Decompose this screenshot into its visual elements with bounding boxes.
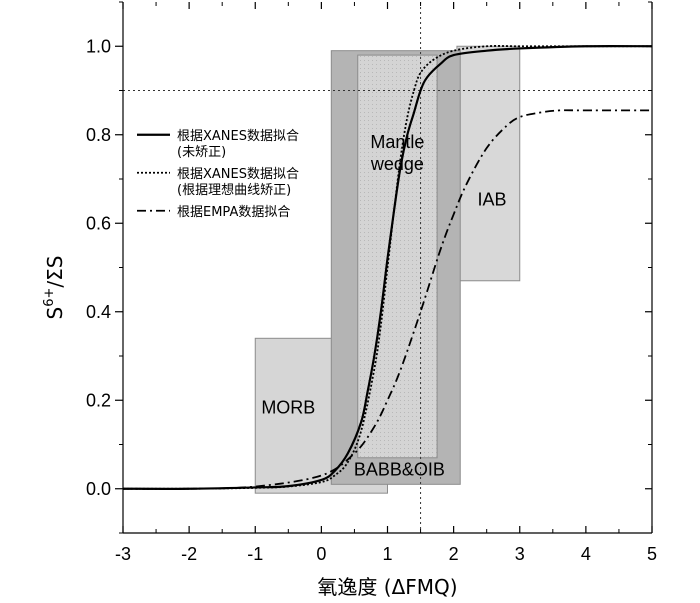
series-line-1-solid [122, 44, 653, 490]
region-labels: MORB BABB&OIB Mantle wedge IAB [261, 132, 506, 479]
x-tick-label: 5 [647, 544, 657, 564]
y-axis-title-main: S [43, 307, 67, 320]
x-tick-label: 1 [382, 544, 392, 564]
x-tick-label: 4 [581, 544, 591, 564]
region-label-iab: IAB [477, 190, 506, 210]
y-tick-label: 0.0 [86, 479, 111, 499]
y-tick-label: 1.0 [86, 36, 111, 56]
y-axis-title-rest: /ΣS [43, 256, 67, 288]
y-tick-label: 0.6 [86, 213, 111, 233]
legend-label-3: 根据EMPA数据拟合 [177, 205, 290, 220]
region-label-mantle-wedge: Mantle wedge [370, 132, 425, 174]
x-tick-label: 3 [515, 544, 525, 564]
y-axis-title: S6+/ΣS [42, 256, 67, 320]
legend-label-2-line-2: (根据理想曲线矫正) [177, 182, 291, 198]
reference-lines [123, 2, 652, 533]
region-label-babb-oib: BABB&OIB [354, 459, 445, 479]
region-label-mantle-wedge-line-1: Mantle [370, 132, 424, 152]
x-tick-label: 2 [449, 544, 459, 564]
legend-label-1: 根据XANES数据拟合 [177, 129, 299, 144]
region-label-mantle-wedge-line-2: wedge [370, 154, 424, 174]
y-axis-title-sup: 6+ [42, 288, 57, 307]
x-tick-label: -1 [247, 544, 263, 564]
fit-curves [122, 44, 653, 490]
y-tick-label: 0.2 [86, 390, 111, 410]
legend: 根据XANES数据拟合(未矫正)根据XANES数据拟合(根据理想曲线矫正)根据E… [137, 129, 299, 220]
x-tick-label: -2 [181, 544, 197, 564]
region-label-morb: MORB [261, 398, 315, 418]
x-tick-label: -3 [115, 544, 131, 564]
x-tick-label: 0 [316, 544, 326, 564]
y-tick-label: 0.8 [86, 125, 111, 145]
shaded-regions [254, 45, 521, 494]
x-axis-title: 氧逸度 (ΔFMQ) [317, 575, 457, 599]
region-iab [456, 45, 521, 282]
series-line-3-dashdot [122, 109, 652, 490]
axes: -3 -2 -1 0 1 2 3 4 5 0.0 0.2 0.4 0.6 0.8 1.0 [86, 1, 657, 564]
y-tick-label: 0.4 [86, 302, 111, 322]
legend-label-1-line-2: (未矫正) [177, 145, 226, 160]
legend-label-2: 根据XANES数据拟合 [177, 167, 299, 182]
series-line-2-dotted [122, 45, 652, 490]
